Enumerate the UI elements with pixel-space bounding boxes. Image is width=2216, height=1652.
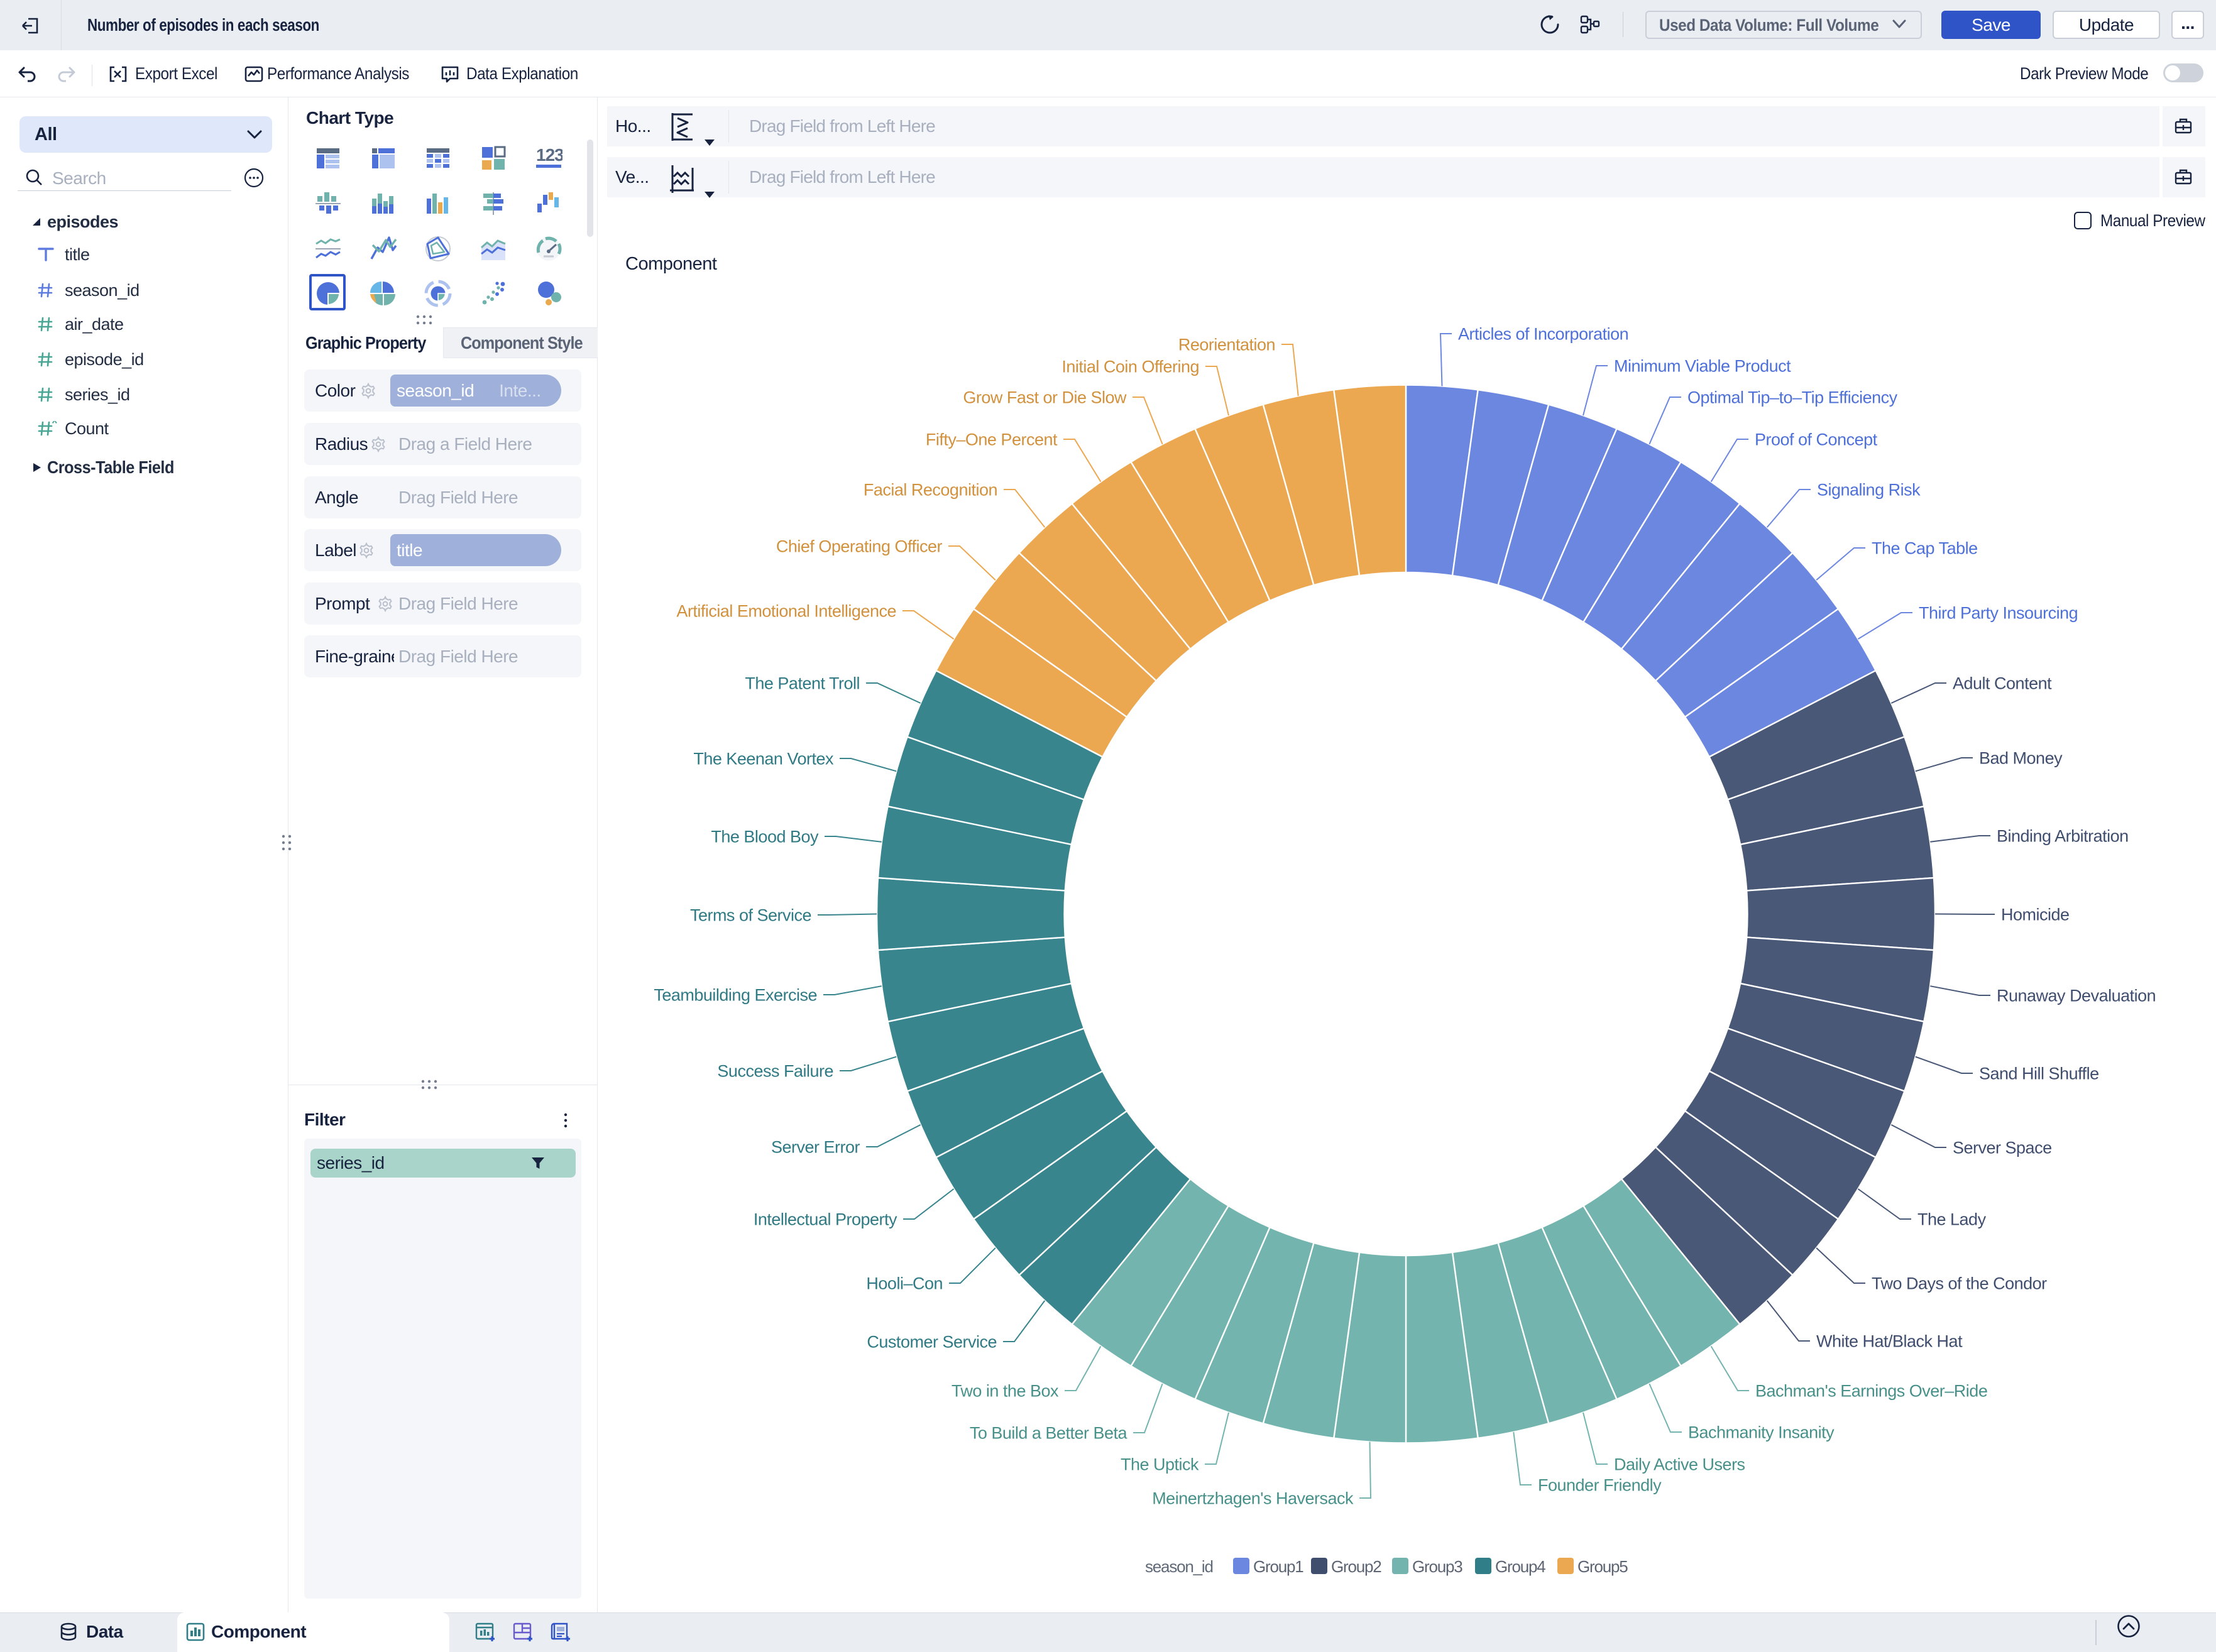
svg-text:Binding Arbitration: Binding Arbitration [1997,827,2129,846]
svg-text:Bad Money: Bad Money [1979,749,2063,768]
svg-text:Homicide: Homicide [2001,905,2070,924]
svg-text:Server Space: Server Space [1953,1139,2052,1157]
svg-text:Runaway Devaluation: Runaway Devaluation [1997,987,2156,1005]
svg-text:Signaling Risk: Signaling Risk [1817,481,1921,500]
svg-text:Hooli–Con: Hooli–Con [866,1274,943,1293]
svg-text:season_id: season_id [1145,1557,1213,1576]
svg-text:Proof of Concept: Proof of Concept [1755,430,1878,449]
svg-text:Group4: Group4 [1495,1557,1545,1576]
svg-text:Two Days of the Condor: Two Days of the Condor [1872,1274,2047,1293]
svg-text:The Keenan Vortex: The Keenan Vortex [693,750,834,769]
svg-text:Meinertzhagen's Haversack: Meinertzhagen's Haversack [1152,1489,1354,1508]
svg-text:Terms of Service: Terms of Service [690,906,811,925]
svg-text:The Uptick: The Uptick [1121,1455,1199,1474]
svg-text:Intellectual Property: Intellectual Property [754,1210,897,1229]
svg-text:Third Party Insourcing: Third Party Insourcing [1919,604,2078,623]
svg-text:Artificial Emotional Intellige: Artificial Emotional Intelligence [676,602,896,621]
svg-text:Teambuilding Exercise: Teambuilding Exercise [654,986,817,1005]
svg-text:The Lady: The Lady [1917,1210,1987,1229]
svg-text:Fifty–One Percent: Fifty–One Percent [926,430,1058,449]
svg-text:Group2: Group2 [1331,1557,1381,1576]
svg-text:Reorientation: Reorientation [1178,336,1275,354]
svg-text:Sand Hill Shuffle: Sand Hill Shuffle [1979,1064,2099,1083]
svg-text:White Hat/Black Hat: White Hat/Black Hat [1816,1332,1963,1351]
svg-text:Founder Friendly: Founder Friendly [1538,1476,1662,1495]
svg-text:The Cap Table: The Cap Table [1872,539,1978,558]
svg-text:The Patent Troll: The Patent Troll [745,674,860,693]
svg-text:Grow Fast or Die Slow: Grow Fast or Die Slow [963,388,1127,407]
svg-text:Group5: Group5 [1577,1557,1628,1576]
svg-text:Two in the Box: Two in the Box [952,1382,1059,1401]
svg-text:Chief Operating Officer: Chief Operating Officer [776,537,943,556]
svg-text:Adult Content: Adult Content [1953,674,2052,693]
svg-text:123: 123 [536,145,562,165]
svg-text:Initial Coin Offering: Initial Coin Offering [1061,358,1199,376]
svg-text:Articles of Incorporation: Articles of Incorporation [1458,325,1628,344]
svg-text:Customer Service: Customer Service [867,1333,997,1352]
svg-text:Optimal Tip–to–Tip Efficiency: Optimal Tip–to–Tip Efficiency [1687,388,1898,407]
svg-text:The Blood Boy: The Blood Boy [711,828,819,846]
svg-text:Daily Active Users: Daily Active Users [1614,1455,1745,1474]
svg-text:Group1: Group1 [1253,1557,1303,1576]
svg-text:Success Failure: Success Failure [717,1062,833,1081]
svg-text:Facial Recognition: Facial Recognition [864,481,997,500]
svg-text:Bachman's Earnings Over–Ride: Bachman's Earnings Over–Ride [1755,1382,1987,1401]
svg-text:Server Error: Server Error [771,1138,860,1157]
svg-text:To Build a Better Beta: To Build a Better Beta [970,1424,1128,1443]
svg-text:*: * [51,421,58,434]
svg-text:Group3: Group3 [1412,1557,1462,1576]
svg-text:Bachmanity Insanity: Bachmanity Insanity [1688,1423,1835,1442]
svg-text:Minimum Viable Product: Minimum Viable Product [1614,357,1791,376]
